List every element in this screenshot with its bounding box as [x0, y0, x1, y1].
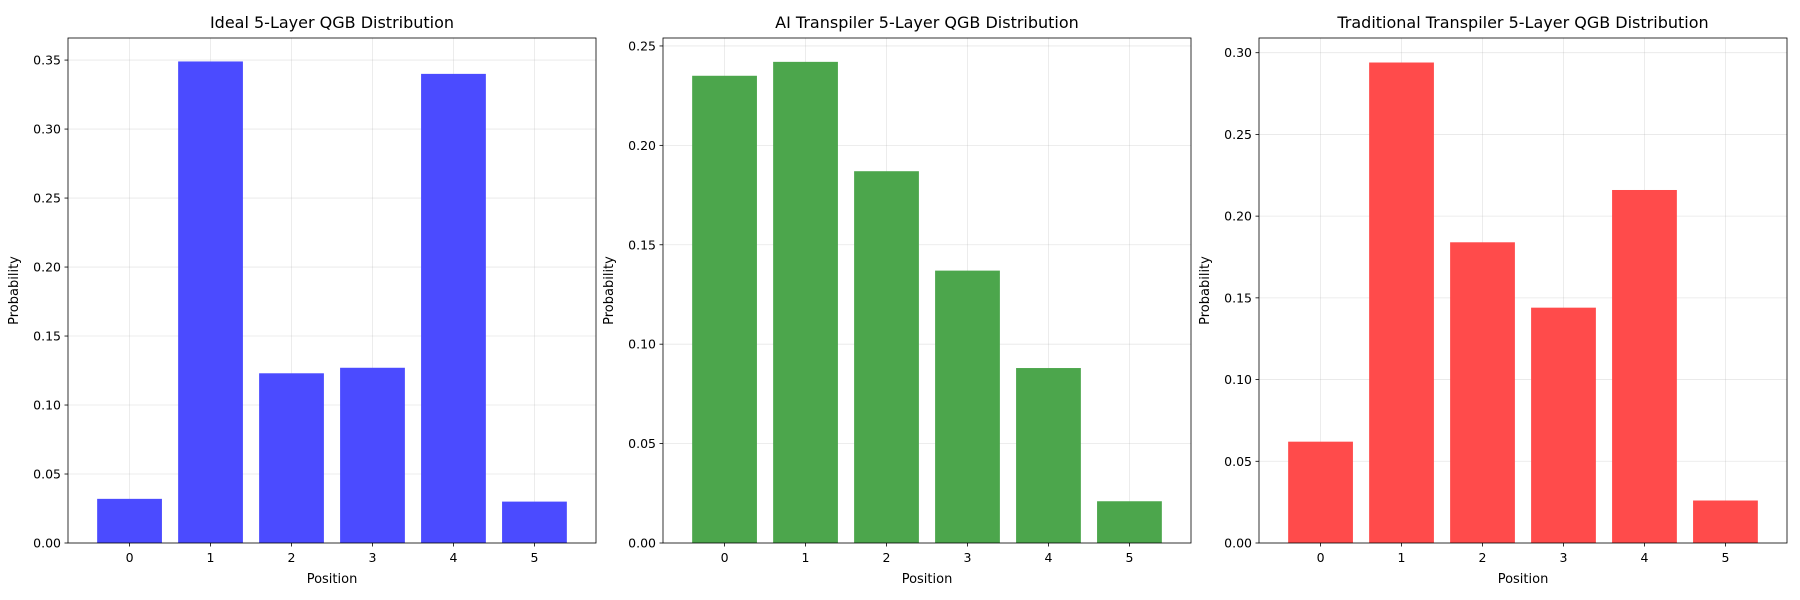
bar — [1450, 242, 1515, 543]
y-tick-label: 0.00 — [628, 536, 656, 551]
y-axis-label: Probability — [1198, 256, 1213, 325]
axes-frame — [662, 37, 1192, 544]
x-tick-label: 2 — [1479, 550, 1487, 565]
y-tick-label: 0.10 — [33, 398, 61, 413]
bar — [421, 73, 486, 543]
x-axis-label: Position — [1498, 572, 1549, 587]
y-axis-label: Probability — [7, 256, 22, 325]
chart-title: Traditional Transpiler 5-Layer QGB Distr… — [1336, 13, 1708, 32]
bar — [773, 61, 838, 543]
y-tick-label: 0.30 — [33, 122, 61, 137]
x-axis-label: Position — [307, 572, 358, 587]
x-tick-label: 5 — [1721, 550, 1729, 565]
bar — [1369, 62, 1434, 544]
y-tick-label: 0.05 — [628, 436, 656, 451]
chart-title: Ideal 5-Layer QGB Distribution — [210, 13, 454, 32]
x-tick-label: 1 — [1398, 550, 1406, 565]
x-tick-label: 1 — [207, 550, 215, 565]
x-tick-label: 2 — [288, 550, 296, 565]
y-tick-label: 0.25 — [33, 191, 61, 206]
axes-frame — [1258, 37, 1788, 544]
bar — [340, 367, 405, 543]
y-axis-label: Probability — [602, 256, 617, 325]
bar — [692, 75, 757, 544]
y-tick-label: 0.20 — [33, 260, 61, 275]
y-tick-label: 0.25 — [628, 38, 656, 53]
x-tick-label: 2 — [883, 550, 891, 565]
bar — [1612, 189, 1677, 543]
bar — [502, 501, 567, 543]
bar — [259, 373, 324, 543]
chart-title: AI Transpiler 5-Layer QGB Distribution — [775, 13, 1079, 32]
bar — [97, 498, 162, 543]
x-tick-label: 4 — [1640, 550, 1648, 565]
x-tick-label: 4 — [1044, 550, 1052, 565]
axes-frame — [67, 37, 597, 544]
y-tick-label: 0.10 — [628, 337, 656, 352]
chart-panel-0: 0.00 0.05 0.10 0.15 0.20 0.25 0.30 0.35 0 1 2 3 4 5 Id… — [7, 13, 597, 587]
y-tick-label: 0.05 — [33, 467, 61, 482]
x-tick-label: 5 — [1125, 550, 1133, 565]
y-tick-label: 0.00 — [33, 536, 61, 551]
y-tick-label: 0.30 — [1224, 45, 1252, 60]
y-tick-label: 0.15 — [628, 237, 656, 252]
y-tick-label: 0.25 — [1224, 127, 1252, 142]
y-tick-label: 0.00 — [1224, 536, 1252, 551]
chart-panel-2: 0.00 0.05 0.10 0.15 0.20 0.25 0.30 0 1 2 3 4 5 Tradit… — [1198, 13, 1788, 587]
x-tick-label: 0 — [1317, 550, 1325, 565]
bar — [935, 270, 1000, 543]
bar — [1531, 307, 1596, 543]
y-tick-label: 0.05 — [1224, 454, 1252, 469]
y-tick-label: 0.15 — [33, 329, 61, 344]
y-tick-label: 0.20 — [628, 138, 656, 153]
x-tick-label: 5 — [530, 550, 538, 565]
bar — [1097, 501, 1162, 543]
y-tick-label: 0.20 — [1224, 209, 1252, 224]
chart-panel-1: 0.00 0.05 0.10 0.15 0.20 0.25 0 1 2 3 4 5 AI Transpi… — [602, 13, 1192, 587]
x-tick-label: 0 — [126, 550, 134, 565]
x-tick-label: 3 — [369, 550, 377, 565]
bar — [854, 171, 919, 543]
y-tick-label: 0.35 — [33, 53, 61, 68]
bar — [178, 61, 243, 543]
x-tick-label: 3 — [964, 550, 972, 565]
plot-area — [68, 38, 596, 543]
bar — [1016, 368, 1081, 543]
y-tick-label: 0.10 — [1224, 372, 1252, 387]
x-tick-label: 1 — [802, 550, 810, 565]
x-axis-label: Position — [902, 572, 953, 587]
bar — [1288, 441, 1353, 543]
x-tick-label: 3 — [1560, 550, 1568, 565]
x-tick-label: 0 — [721, 550, 729, 565]
x-tick-label: 4 — [449, 550, 457, 565]
y-tick-label: 0.15 — [1224, 290, 1252, 305]
bar — [1693, 500, 1758, 543]
